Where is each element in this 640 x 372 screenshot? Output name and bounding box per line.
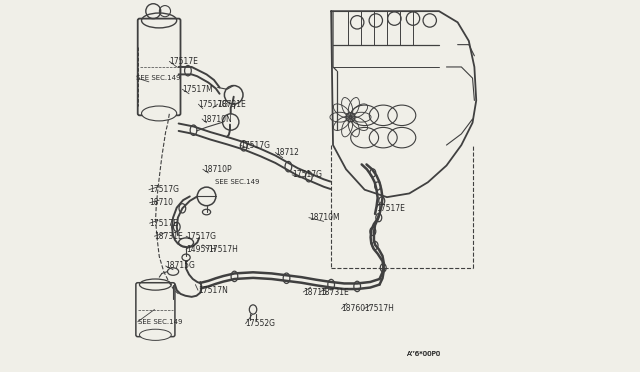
Text: 17517N: 17517N — [198, 286, 228, 295]
Text: 18760: 18760 — [342, 304, 365, 313]
Text: 17517E: 17517E — [150, 219, 179, 228]
Text: 17517M: 17517M — [182, 85, 213, 94]
Text: 17517G: 17517G — [292, 170, 322, 179]
Text: 18731E: 18731E — [218, 100, 246, 109]
Text: 17517G: 17517G — [198, 100, 228, 109]
Text: 18710N: 18710N — [202, 115, 232, 124]
Text: 18715G: 18715G — [166, 262, 195, 270]
Text: 18710: 18710 — [150, 198, 173, 207]
Ellipse shape — [140, 329, 172, 340]
Text: 18712: 18712 — [275, 148, 300, 157]
Text: 17517G: 17517G — [149, 185, 179, 194]
Text: A''6*00P0: A''6*00P0 — [408, 351, 442, 357]
Text: 18731E: 18731E — [154, 232, 183, 241]
Text: SEE SEC.149: SEE SEC.149 — [215, 179, 260, 185]
Text: SEE SEC.149: SEE SEC.149 — [136, 75, 180, 81]
Text: 18715: 18715 — [303, 288, 327, 296]
Text: 18710M: 18710M — [309, 213, 339, 222]
Text: 18710P: 18710P — [203, 165, 232, 174]
Text: 14957H: 14957H — [186, 245, 216, 254]
Text: 17517E: 17517E — [376, 204, 404, 213]
Text: 17517E: 17517E — [170, 57, 198, 66]
Text: 18731E: 18731E — [320, 288, 349, 296]
Text: 17517G: 17517G — [186, 232, 216, 241]
Text: 17517H: 17517H — [209, 245, 238, 254]
Text: 17517G: 17517G — [240, 141, 270, 150]
Text: A’’6*00P0: A’’6*00P0 — [408, 351, 442, 357]
Ellipse shape — [141, 106, 177, 121]
Text: SEE SEC.149: SEE SEC.149 — [138, 319, 182, 325]
Text: 17552G: 17552G — [246, 319, 276, 328]
Text: 17517H: 17517H — [364, 304, 394, 313]
